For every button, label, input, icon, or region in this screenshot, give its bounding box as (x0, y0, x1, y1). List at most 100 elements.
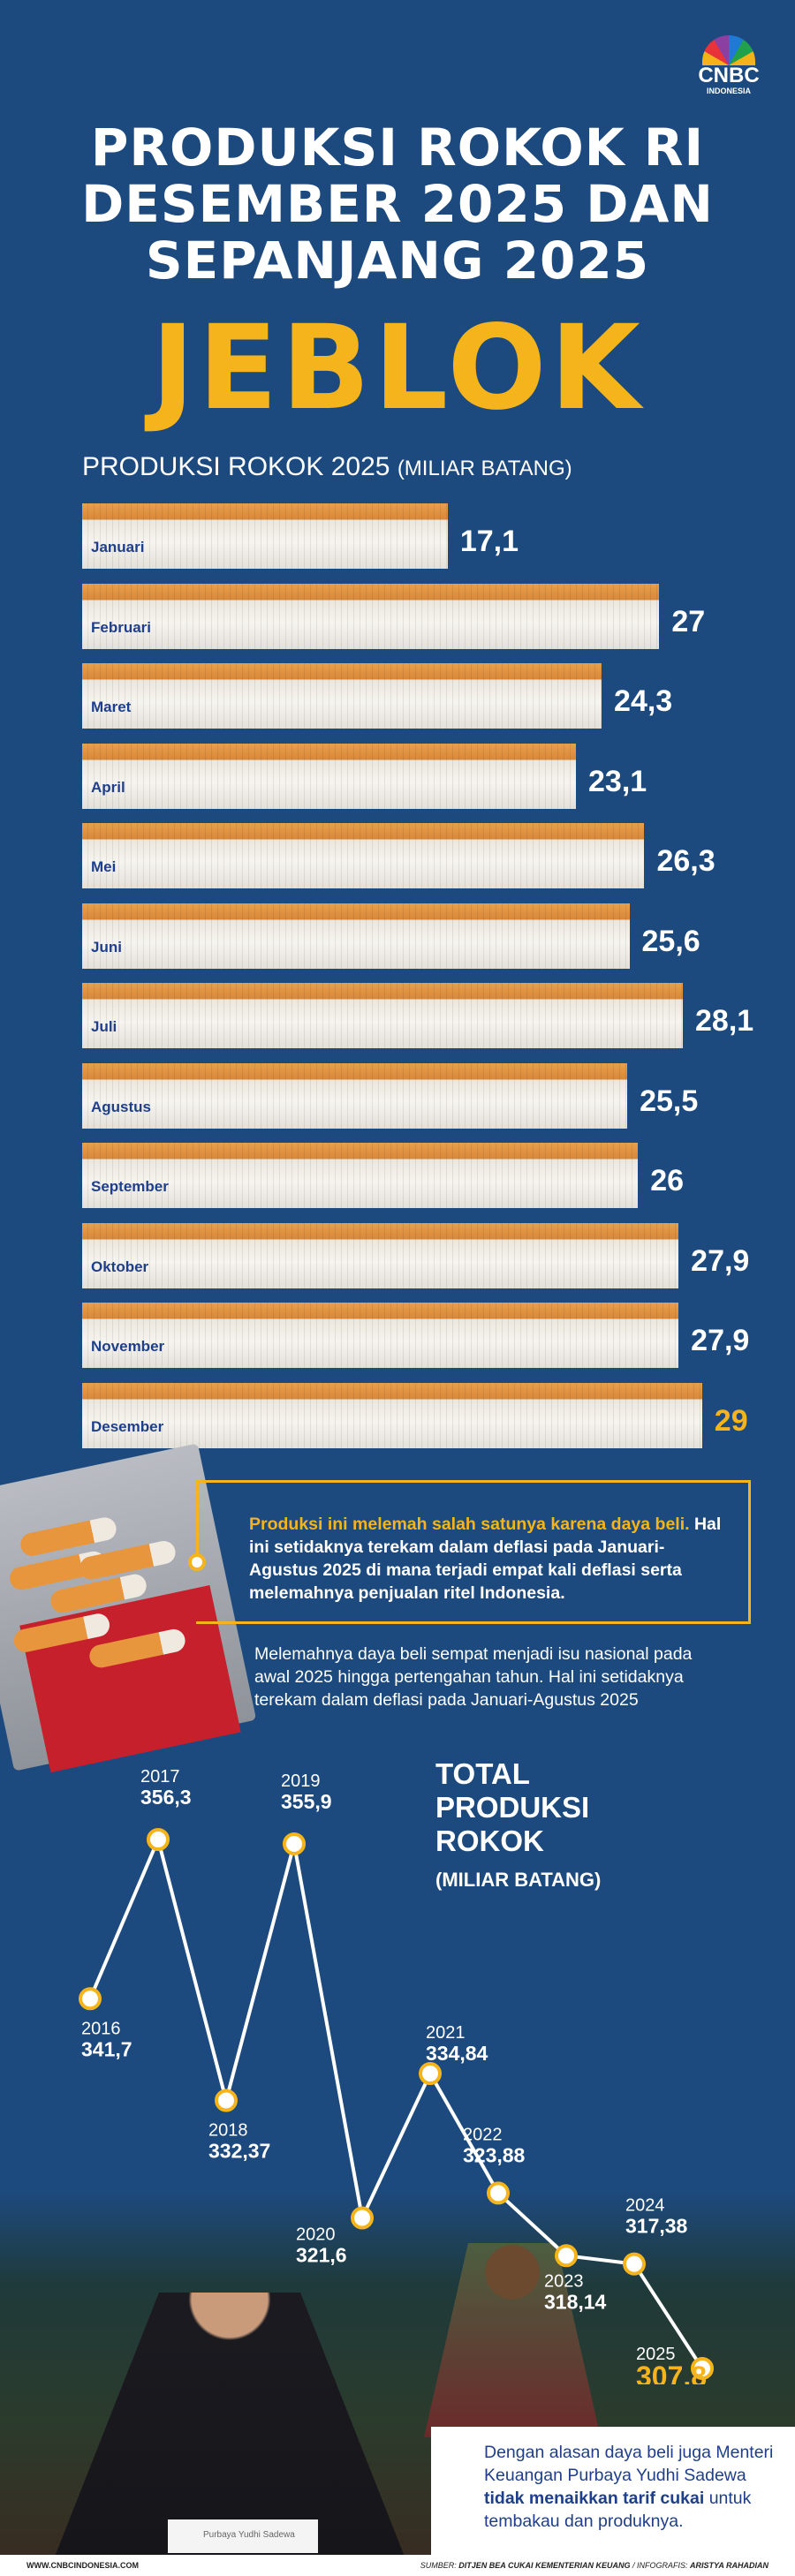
bar-value-label: 27 (671, 604, 706, 638)
source-label: SUMBER: (420, 2561, 459, 2570)
bar-mei: Mei (82, 823, 645, 888)
value-label: 356,3 (140, 1786, 192, 1809)
peacock-icon (702, 35, 755, 65)
footer: WWW.CNBCINDONESIA.COM SUMBER: DITJEN BEA… (0, 2555, 795, 2576)
headline-line: SEPANJANG 2025 (145, 230, 650, 291)
bar-value-label: 25,5 (640, 1084, 699, 1118)
headline: PRODUKSI ROKOK RI DESEMBER 2025 DAN SEPA… (0, 119, 795, 289)
note-box: Dengan alasan daya beli juga Menteri Keu… (431, 2427, 795, 2555)
bar-label: November (91, 1338, 165, 1355)
bar-label: Juli (91, 1018, 117, 1035)
infografis: ARISTYA RAHADIAN (690, 2561, 768, 2570)
note-text: Dengan alasan daya beli juga Menteri Keu… (484, 2441, 784, 2533)
value-label: 318,14 (544, 2290, 607, 2313)
line-chart-title: TOTAL PRODUKSI ROKOK (MILIAR BATANG) (435, 1757, 612, 1897)
bar-value-label: 24,3 (614, 684, 673, 718)
bar-value-label: 27,9 (691, 1324, 750, 1357)
year-label: 2023 (544, 2271, 584, 2291)
infografis-label: / INFOGRAFIS: (630, 2561, 690, 2570)
callout-text: Produksi ini melemah salah satunya karen… (249, 1513, 726, 1605)
bar-label: Desember (91, 1417, 164, 1435)
bar-april: April (82, 743, 577, 809)
year-label: 2021 (426, 2023, 466, 2043)
bar-agustus: Agustus (82, 1062, 628, 1129)
data-point (147, 1828, 170, 1851)
data-point (351, 2206, 374, 2230)
logo-brand: CNBC (698, 64, 760, 87)
note-pre: Dengan alasan daya beli juga Menteri Keu… (484, 2443, 774, 2485)
year-label: 2018 (208, 2121, 248, 2141)
logo-sub: INDONESIA (706, 87, 751, 95)
data-point (555, 2244, 578, 2268)
bar-juni: Juni (82, 903, 630, 969)
note-bold: tidak menaikkan tarif cukai (484, 2489, 705, 2508)
bar-label: Juni (91, 938, 122, 956)
bar-oktober: Oktober (82, 1222, 679, 1288)
bar-label: Maret (91, 699, 132, 715)
bar-chart-title: PRODUKSI ROKOK 2025 (MILIAR BATANG) (82, 452, 572, 482)
bar-label: Agustus (91, 1098, 151, 1115)
value-label: 341,7 (81, 2037, 132, 2060)
value-label: 317,38 (625, 2215, 688, 2238)
bar-label: Mei (91, 858, 117, 875)
bar-chart-title-text: PRODUKSI ROKOK 2025 (82, 452, 390, 481)
data-point (691, 2356, 714, 2380)
value-label: 355,9 (281, 1790, 332, 1813)
data-point (215, 2089, 238, 2112)
nameplate: Purbaya Yudhi Sadewa (168, 2519, 318, 2553)
data-point (79, 1987, 102, 2011)
headline-line: PRODUKSI ROKOK RI (90, 117, 705, 178)
bar-september: September (82, 1143, 639, 1208)
bar-value-label: 26 (650, 1164, 685, 1197)
callout-highlight: Produksi ini melemah salah satunya karen… (249, 1515, 690, 1534)
bar-value-label: 25,6 (641, 924, 700, 958)
bar-value-label: 29 (714, 1403, 748, 1438)
cnbc-logo: CNBC INDONESIA (693, 35, 764, 95)
bar-value-label: 27,9 (691, 1243, 750, 1278)
bar-value-label: 23,1 (588, 764, 647, 798)
year-label: 2022 (463, 2125, 503, 2144)
value-label: 332,37 (208, 2140, 270, 2163)
year-label: 2024 (625, 2196, 665, 2216)
callout-dot-icon (188, 1553, 206, 1571)
headline-line: DESEMBER 2025 DAN (81, 174, 714, 234)
headline-highlight: JEBLOK (151, 300, 644, 436)
line-series (88, 1833, 704, 2370)
bar-value-label: 17,1 (459, 525, 519, 558)
bar-november: November (82, 1303, 679, 1368)
bar-label: Februari (91, 618, 152, 636)
year-label: 2017 (140, 1767, 180, 1787)
year-label: 2019 (281, 1771, 321, 1791)
callout-body: Hal ini setidaknya terekam dalam deflasi… (249, 1515, 722, 1603)
data-point (419, 2062, 442, 2086)
bar-value-label: 26,3 (656, 844, 716, 878)
data-point (283, 1832, 306, 1855)
bar-label: Januari (91, 539, 145, 555)
value-label: 323,88 (463, 2143, 526, 2166)
year-label: 2016 (81, 2019, 121, 2038)
bar-label: Oktober (91, 1258, 149, 1275)
footer-site: WWW.CNBCINDONESIA.COM (26, 2561, 139, 2570)
bar-label: September (91, 1178, 169, 1195)
source: DITJEN BEA CUKAI KEMENTERIAN KEUANG (458, 2561, 631, 2570)
bar-maret: Maret (82, 663, 602, 729)
bar-januari: Januari (82, 503, 448, 569)
value-label: 334,84 (426, 2042, 488, 2065)
note-post: untuk tembakau dan produknya. (484, 2489, 752, 2531)
bar-februari: Februari (82, 583, 660, 649)
year-label: 2025 (636, 2345, 676, 2364)
bar-chart-unit: (MILIAR BATANG) (397, 457, 572, 480)
bar-juli: Juli (82, 983, 684, 1048)
bar-label: April (91, 778, 125, 796)
value-label: 307,8 (636, 2361, 707, 2384)
value-label: 321,6 (296, 2244, 347, 2267)
year-label: 2020 (296, 2225, 336, 2245)
data-point (623, 2252, 646, 2276)
line-chart-unit: (MILIAR BATANG) (435, 1869, 602, 1891)
bar-desember: Desember (82, 1382, 702, 1448)
callout-box: Produksi ini melemah salah satunya karen… (188, 1480, 751, 1624)
footer-source: SUMBER: DITJEN BEA CUKAI KEMENTERIAN KEU… (420, 2561, 768, 2570)
secondary-text: Melemahnya daya beli sempat menjadi isu … (254, 1644, 693, 1710)
bar-value-label: 28,1 (695, 1004, 754, 1038)
